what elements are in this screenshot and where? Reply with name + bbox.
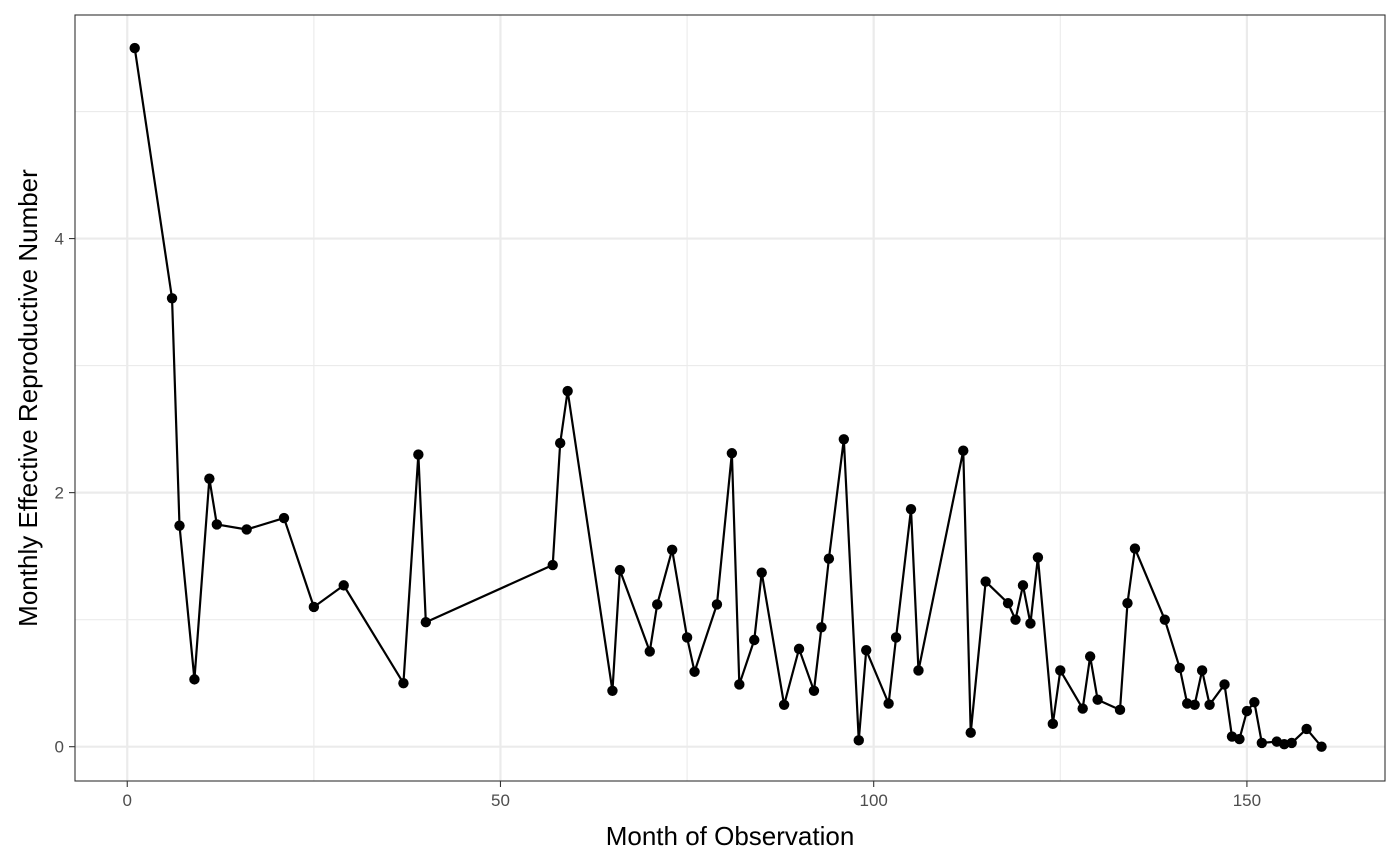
- data-point: [1159, 614, 1171, 625]
- y-tick-label: 4: [55, 230, 64, 249]
- data-point: [778, 699, 790, 710]
- data-point: [890, 632, 902, 643]
- data-point: [1174, 662, 1185, 674]
- panel-border: [74, 14, 1386, 782]
- data-point: [129, 42, 140, 54]
- data-point: [1129, 543, 1141, 554]
- y-axis: 0 2 4: [55, 230, 75, 757]
- x-axis-title: Month of Observation: [606, 821, 855, 851]
- data-point: [1316, 741, 1327, 752]
- data-point: [666, 544, 678, 556]
- y-tick-label: 2: [55, 484, 64, 503]
- data-point: [1017, 580, 1029, 591]
- data-point: [711, 599, 723, 610]
- data-point: [211, 519, 223, 530]
- data-point: [1084, 651, 1096, 662]
- data-point: [1077, 703, 1088, 714]
- data-point: [734, 679, 745, 690]
- x-tick-label: 100: [860, 791, 888, 810]
- data-point: [652, 599, 663, 610]
- data-point: [278, 512, 290, 524]
- data-point: [861, 644, 872, 656]
- data-point: [1234, 733, 1245, 745]
- data-point: [1249, 697, 1260, 708]
- data-point: [1301, 723, 1312, 735]
- data-point: [204, 473, 215, 484]
- data-point: [1002, 597, 1014, 609]
- data-point: [1256, 737, 1268, 749]
- x-tick-label: 50: [491, 791, 510, 810]
- data-point: [965, 727, 976, 738]
- data-point: [1241, 705, 1253, 717]
- series-layer: [129, 42, 1327, 752]
- data-point: [793, 643, 805, 655]
- data-point: [749, 634, 760, 646]
- data-point: [756, 567, 767, 578]
- y-tick-label: 0: [55, 738, 64, 757]
- data-point: [726, 448, 738, 459]
- y-axis-title: Monthly Effective Reproductive Number: [13, 169, 43, 627]
- data-point: [1189, 699, 1200, 710]
- x-tick-label: 150: [1233, 791, 1261, 810]
- data-point: [562, 385, 573, 397]
- data-point: [1286, 737, 1297, 749]
- data-point: [883, 698, 894, 709]
- data-point: [1204, 699, 1215, 710]
- data-point: [1092, 694, 1103, 705]
- major-gridlines: [75, 15, 1385, 781]
- data-point: [607, 685, 618, 697]
- data-point: [1025, 618, 1036, 629]
- data-point: [1114, 704, 1126, 716]
- data-point: [547, 559, 558, 571]
- data-point: [689, 666, 700, 677]
- data-point: [681, 632, 693, 643]
- data-point: [166, 293, 178, 304]
- data-point: [1047, 718, 1059, 730]
- data-point: [174, 520, 185, 531]
- data-point: [420, 617, 432, 628]
- data-point: [913, 665, 924, 676]
- plot-background: [75, 15, 1385, 781]
- data-point: [241, 524, 252, 535]
- data-point: [853, 735, 864, 746]
- data-point: [614, 564, 626, 576]
- data-point: [1196, 665, 1208, 676]
- data-point: [838, 434, 850, 445]
- data-point: [823, 553, 835, 564]
- data-point: [554, 437, 566, 449]
- x-tick-label: 0: [123, 791, 132, 810]
- data-point: [1055, 665, 1066, 676]
- data-point: [308, 601, 320, 613]
- data-point: [808, 685, 820, 697]
- data-point: [905, 503, 917, 515]
- data-point: [1010, 614, 1021, 625]
- data-point: [398, 677, 409, 689]
- data-point: [644, 646, 655, 657]
- data-point: [1032, 552, 1044, 563]
- data-point: [816, 622, 827, 633]
- data-point: [1122, 597, 1133, 609]
- data-point: [958, 445, 969, 456]
- data-point: [338, 580, 349, 591]
- data-point: [413, 449, 424, 460]
- data-point: [980, 576, 991, 587]
- data-point: [189, 674, 200, 685]
- x-axis: 0 50 100 150: [123, 781, 1261, 810]
- data-point: [1219, 679, 1230, 690]
